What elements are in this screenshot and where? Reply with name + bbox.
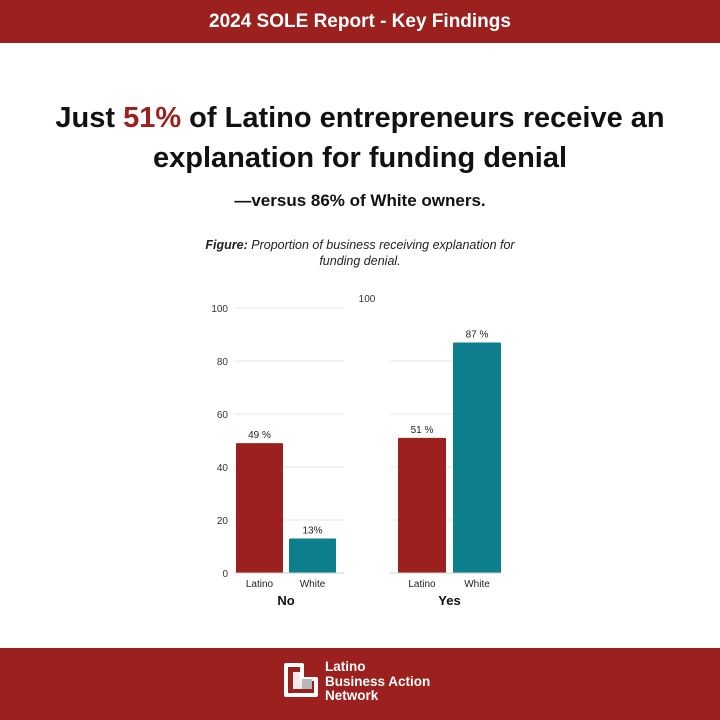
y-tick-label: 60 (217, 410, 229, 421)
header-bar: 2024 SOLE Report - Key Findings (0, 0, 720, 43)
figure-caption: Figure: Proportion of business receiving… (190, 237, 530, 269)
subheadline: —versus 86% of White owners. (234, 191, 486, 210)
org-name-line-1: Latino (325, 659, 366, 674)
data-label: 87 % (466, 329, 489, 340)
group-label: No (277, 593, 294, 608)
group-label: Yes (438, 593, 460, 608)
lban-logo-icon (284, 663, 318, 697)
bar-white (289, 538, 336, 573)
bar-latino (398, 437, 446, 573)
y-tick-label: 40 (217, 463, 229, 474)
headline-highlight: 51% (123, 102, 182, 134)
header-title: 2024 SOLE Report - Key Findings (209, 10, 511, 32)
y-tick-label: 20 (217, 516, 229, 527)
y-tick-label: 100 (211, 304, 228, 315)
x-tick-label: Latino (246, 579, 274, 590)
footer-bar: Latino Business Action Network (0, 648, 720, 720)
data-label: 13% (302, 526, 322, 537)
bar-latino (236, 443, 283, 573)
figure-caption-text: Proportion of business receiving explana… (247, 238, 515, 268)
org-name: Latino Business Action Network (325, 659, 431, 704)
figure-caption-label: Figure: (205, 238, 248, 252)
org-name-line-3: Network (325, 688, 379, 703)
y-tick-label: 100 (359, 294, 376, 305)
org-name-line-2: Business Action (325, 673, 431, 689)
bar-white (453, 342, 501, 573)
headline-prefix: Just (55, 102, 124, 134)
x-tick-label: White (300, 579, 326, 590)
data-label: 49 % (248, 430, 271, 441)
y-tick-label: 0 (222, 569, 228, 580)
headline-suffix: of Latino entrepreneurs receive an expla… (152, 102, 665, 174)
x-tick-label: White (464, 579, 490, 590)
data-label: 51 % (411, 425, 434, 436)
headline: Just 51% of Latino entrepreneurs receive… (20, 98, 700, 178)
bar-chart: 0 20 40 60 80 100 49 % Latino 13% White No 100 51 % L… (211, 294, 501, 608)
y-tick-label: 80 (217, 357, 229, 368)
x-tick-label: Latino (408, 579, 436, 590)
